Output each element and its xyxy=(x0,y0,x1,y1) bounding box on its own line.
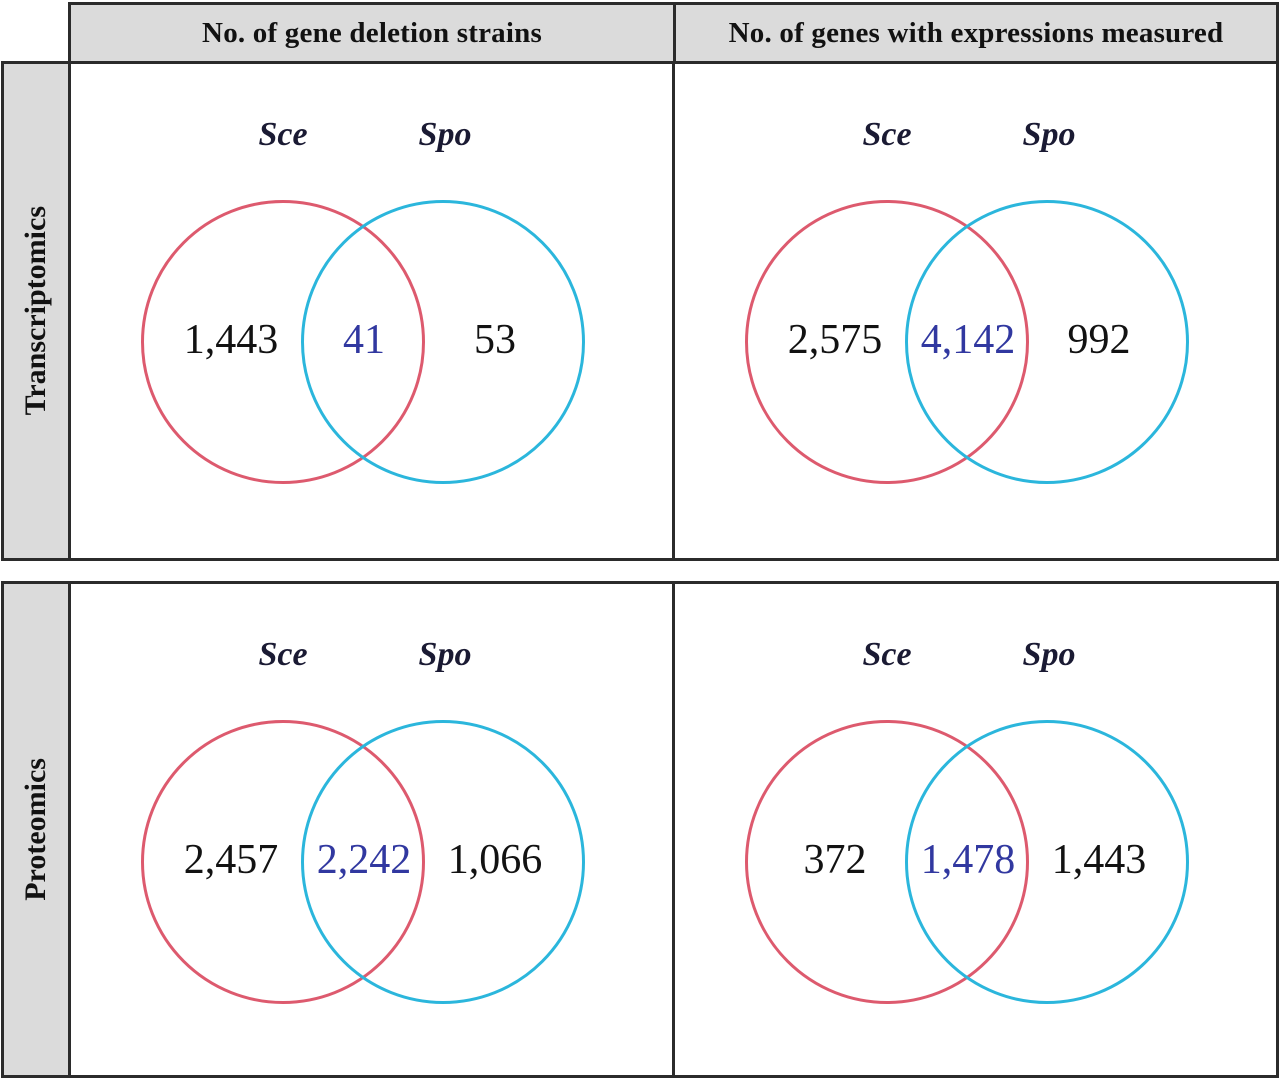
column-header-expressions-measured: No. of genes with expressions measured xyxy=(673,2,1279,64)
row-label-text: Transcriptomics xyxy=(19,206,52,416)
sce-only-count: 372 xyxy=(803,837,867,883)
spo-only-count: 53 xyxy=(474,317,516,363)
spo-circle xyxy=(301,720,585,1004)
venn-proteomics-deletion-strains: Sce Spo 2,457 2,242 1,066 xyxy=(71,584,675,1075)
spo-label: Spo xyxy=(1022,636,1076,673)
spo-circle xyxy=(905,720,1189,1004)
spo-circle xyxy=(905,200,1189,484)
column-header-gene-deletion-strains: No. of gene deletion strains xyxy=(68,2,676,64)
overlap-count: 41 xyxy=(343,317,385,363)
row-proteomics: Proteomics Sce Spo 2,457 2,242 1,066 Sce… xyxy=(1,581,1279,1078)
row-label-proteomics: Proteomics xyxy=(4,584,71,1075)
sce-only-count: 2,575 xyxy=(787,317,883,363)
overlap-count: 4,142 xyxy=(920,317,1016,363)
row-label-text: Proteomics xyxy=(19,758,52,901)
sce-label: Sce xyxy=(862,636,912,673)
venn-transcriptomics-deletion-strains: Sce Spo 1,443 41 53 xyxy=(71,64,675,558)
row-label-transcriptomics: Transcriptomics xyxy=(4,64,71,558)
spo-label: Spo xyxy=(1022,116,1076,153)
sce-label: Sce xyxy=(258,636,308,673)
spo-label: Spo xyxy=(418,116,472,153)
spo-only-count: 1,443 xyxy=(1051,837,1147,883)
row-transcriptomics: Transcriptomics Sce Spo 1,443 41 53 Sce … xyxy=(1,61,1279,561)
sce-label: Sce xyxy=(258,116,308,153)
sce-only-count: 1,443 xyxy=(183,317,279,363)
overlap-count: 1,478 xyxy=(920,837,1016,883)
sce-label: Sce xyxy=(862,116,912,153)
spo-only-count: 1,066 xyxy=(447,837,543,883)
sce-only-count: 2,457 xyxy=(183,837,279,883)
spo-circle xyxy=(301,200,585,484)
overlap-count: 2,242 xyxy=(316,837,412,883)
spo-label: Spo xyxy=(418,636,472,673)
spo-only-count: 992 xyxy=(1067,317,1131,363)
venn-proteomics-expressions-measured: Sce Spo 372 1,478 1,443 xyxy=(675,584,1276,1075)
venn-transcriptomics-expressions-measured: Sce Spo 2,575 4,142 992 xyxy=(675,64,1276,558)
